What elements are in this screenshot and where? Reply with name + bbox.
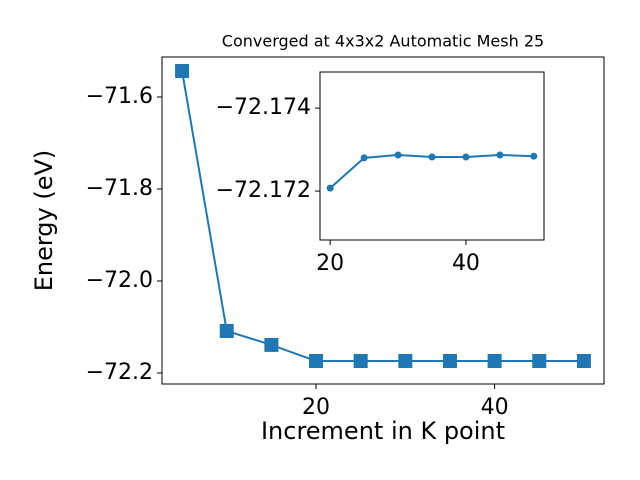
- series-line: [181, 70, 584, 363]
- x-tick-label: 20: [316, 251, 344, 276]
- y-axis-label: Energy (eV): [30, 150, 58, 292]
- y-tick-label: −71.8: [86, 176, 153, 201]
- marker: [219, 323, 234, 338]
- y-tick-label: −72.174: [216, 95, 311, 120]
- x-axis-label: Increment in K point: [261, 417, 505, 445]
- marker: [175, 64, 190, 79]
- x-tick-label: 40: [452, 251, 480, 276]
- y-tick-label: −71.6: [86, 84, 153, 109]
- axes-frame: [319, 71, 545, 241]
- marker: [428, 153, 436, 161]
- marker: [462, 153, 470, 161]
- marker: [576, 354, 591, 369]
- marker: [264, 337, 279, 352]
- marker: [360, 154, 368, 162]
- x-tick-label: 40: [481, 395, 509, 420]
- marker: [530, 152, 538, 160]
- chart-title: Converged at 4x3x2 Automatic Mesh 25: [222, 32, 544, 51]
- marker: [487, 354, 502, 369]
- marker: [309, 354, 324, 369]
- y-tick-label: −72.2: [86, 360, 153, 385]
- axes-frame: [161, 56, 605, 385]
- y-tick-label: −72.172: [216, 178, 311, 203]
- marker: [326, 184, 334, 192]
- marker: [353, 354, 368, 369]
- marker: [398, 354, 413, 369]
- marker: [496, 151, 504, 159]
- x-tick-label: 20: [302, 395, 330, 420]
- marker: [532, 354, 547, 369]
- marker: [442, 354, 457, 369]
- marker: [394, 151, 402, 159]
- y-tick-label: −72.0: [86, 268, 153, 293]
